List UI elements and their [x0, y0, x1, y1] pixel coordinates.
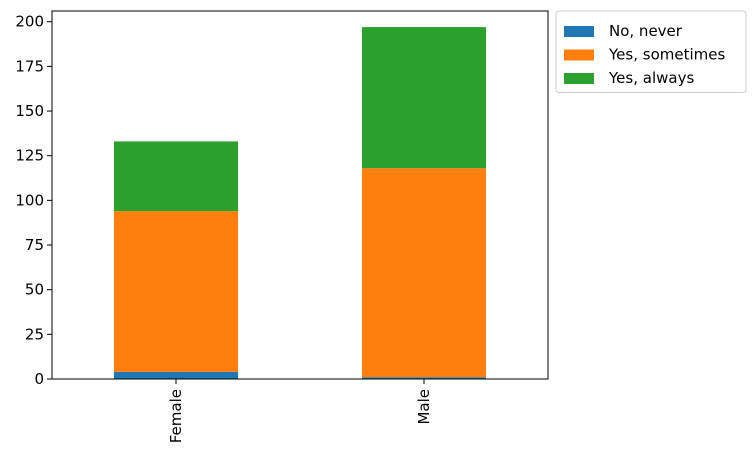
bar-female-no-never: [114, 371, 238, 379]
bar-male-yes-always: [362, 27, 486, 169]
bar-male-no-never: [362, 377, 486, 379]
legend-swatch-yes-always: [564, 73, 594, 84]
legend-swatch-no-never: [564, 26, 594, 37]
y-tick-label: 100: [15, 191, 44, 209]
y-tick-label: 50: [25, 281, 44, 299]
bar-female-yes-sometimes: [114, 211, 238, 372]
bar-female-yes-always: [114, 141, 238, 212]
legend-swatch-yes-sometimes: [564, 49, 594, 61]
y-tick-label: 175: [15, 57, 44, 75]
plot-area-frame: [51, 10, 549, 380]
y-axis: 0 25 50 75 100 125 150 175 200: [15, 13, 52, 388]
legend-frame: [555, 10, 747, 93]
y-tick-label: 75: [25, 236, 44, 254]
x-tick-label-male: Male: [415, 389, 433, 425]
x-axis: Female Male: [167, 379, 433, 443]
y-tick-label: 0: [34, 370, 44, 388]
bars-layer: [114, 27, 486, 379]
y-tick-label: 125: [15, 147, 44, 165]
legend-label-no-never: No, never: [609, 22, 683, 40]
y-tick-label: 25: [25, 325, 44, 343]
legend: No, never Yes, sometimes Yes, always: [555, 10, 747, 93]
y-tick-label: 150: [15, 102, 44, 120]
x-tick-label-female: Female: [167, 389, 185, 443]
y-tick-label: 200: [15, 13, 44, 31]
legend-label-yes-sometimes: Yes, sometimes: [608, 46, 725, 64]
legend-label-yes-always: Yes, always: [608, 69, 694, 87]
bar-male-yes-sometimes: [362, 168, 486, 378]
